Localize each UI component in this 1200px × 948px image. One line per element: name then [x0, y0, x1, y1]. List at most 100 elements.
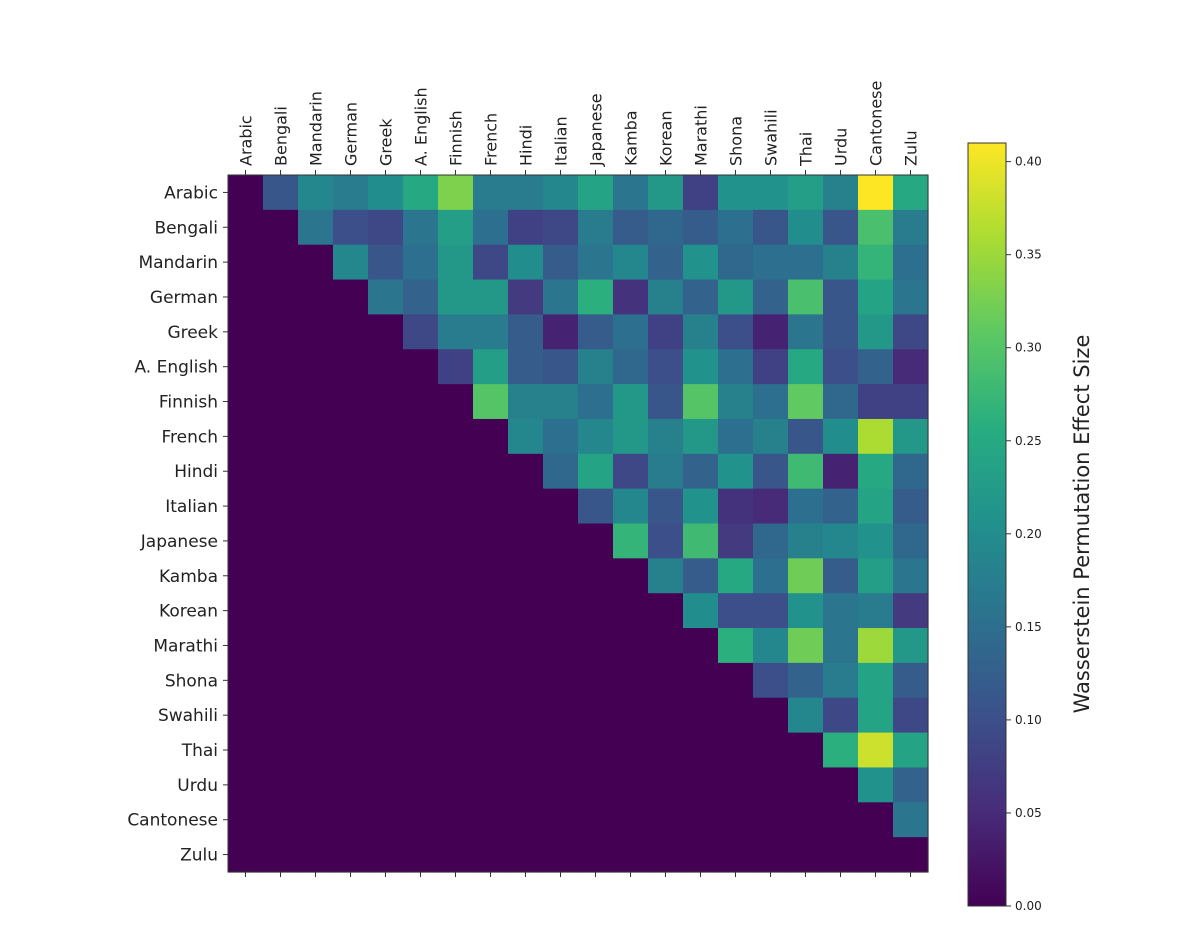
heatmap-cell	[578, 558, 614, 594]
heatmap-cell	[753, 802, 789, 838]
heatmap-cells	[228, 175, 929, 873]
heatmap-cell	[438, 593, 474, 629]
x-tick-label: Thai	[797, 132, 816, 167]
heatmap-cell	[858, 558, 894, 594]
heatmap-cell	[648, 802, 684, 838]
heatmap-cell	[543, 697, 579, 734]
heatmap-cell	[543, 279, 579, 315]
heatmap-cell	[823, 349, 859, 385]
heatmap-cell	[543, 418, 579, 455]
heatmap-cell	[333, 314, 369, 350]
heatmap-cell	[683, 384, 719, 420]
heatmap-cell	[543, 314, 579, 350]
heatmap-cell	[718, 244, 754, 281]
heatmap-cell	[228, 279, 264, 315]
x-tick-label: Korean	[657, 111, 676, 167]
colorbar-ticks: 0.00 0.05 0.10 0.15 0.20 0.25 0.30 0.35 0.40	[1006, 155, 1042, 913]
colorbar	[967, 142, 1007, 907]
heatmap-cell	[683, 697, 719, 734]
heatmap-cell	[683, 279, 719, 315]
x-tick-label: Urdu	[832, 128, 851, 166]
heatmap-cell	[893, 244, 929, 281]
colorbar-tick-label: 0.25	[1015, 434, 1042, 448]
heatmap-cell	[858, 175, 894, 211]
heatmap-cell	[613, 523, 649, 559]
heatmap-cell	[648, 244, 684, 281]
heatmap-cell	[228, 767, 264, 803]
heatmap-cell	[403, 523, 439, 559]
heatmap-cell	[403, 488, 439, 525]
heatmap-cell	[823, 558, 859, 594]
heatmap-cell	[543, 767, 579, 803]
heatmap-cell	[228, 349, 264, 385]
heatmap-cell	[228, 314, 264, 350]
heatmap-cell	[578, 418, 614, 455]
heatmap-cell	[788, 175, 824, 211]
heatmap-cell	[263, 349, 299, 385]
heatmap-cell	[473, 837, 509, 873]
y-tick-label: Marathi	[153, 637, 218, 657]
heatmap-cell	[578, 175, 614, 211]
heatmap-cell	[613, 349, 649, 385]
x-tick-label: French	[482, 113, 501, 166]
heatmap-cell	[683, 523, 719, 559]
y-tick-label: Mandarin	[138, 253, 218, 273]
x-tick-label: Shona	[727, 116, 746, 166]
heatmap-cell	[543, 244, 579, 281]
heatmap-cell	[858, 453, 894, 490]
heatmap-cell	[403, 767, 439, 803]
heatmap-cell	[788, 732, 824, 769]
heatmap-cell	[893, 662, 929, 699]
heatmap-cell	[438, 314, 474, 350]
heatmap-cell	[333, 453, 369, 490]
heatmap-cell	[823, 175, 859, 211]
heatmap-cell	[788, 279, 824, 315]
heatmap-cell	[858, 279, 894, 315]
heatmap-cell	[823, 802, 859, 838]
heatmap-cell	[648, 279, 684, 315]
heatmap-cell	[893, 349, 929, 385]
heatmap-cell	[753, 175, 789, 211]
heatmap-cell	[228, 488, 264, 525]
heatmap-cell	[823, 279, 859, 315]
colorbar-tick-label: 0.20	[1015, 527, 1042, 541]
heatmap-cell	[473, 488, 509, 525]
heatmap-cell	[613, 767, 649, 803]
heatmap-cell	[263, 314, 299, 350]
heatmap-cell	[368, 767, 404, 803]
heatmap-cell	[718, 349, 754, 385]
heatmap-cell	[438, 453, 474, 490]
y-tick-label: Zulu	[180, 846, 218, 866]
heatmap-cell	[298, 175, 334, 211]
heatmap-cell	[543, 209, 579, 246]
heatmap-cell	[333, 767, 369, 803]
y-tick-label: German	[150, 288, 218, 308]
heatmap-cell	[403, 244, 439, 281]
heatmap-cell	[508, 418, 544, 455]
heatmap-cell	[438, 802, 474, 838]
heatmap-cell	[718, 593, 754, 629]
heatmap-cell	[753, 279, 789, 315]
heatmap-cell	[298, 697, 334, 734]
heatmap-cell	[263, 384, 299, 420]
colorbar-tick-label: 0.10	[1015, 713, 1042, 727]
heatmap-cell	[683, 767, 719, 803]
heatmap-cell	[648, 732, 684, 769]
x-tick-label: Marathi	[692, 105, 711, 166]
y-tick-label: Cantonese	[127, 811, 218, 831]
heatmap-cell	[543, 802, 579, 838]
heatmap-cell	[298, 837, 334, 873]
heatmap-cell	[788, 349, 824, 385]
heatmap-cell	[438, 662, 474, 699]
heatmap-cell	[893, 802, 929, 838]
heatmap-cell	[753, 349, 789, 385]
heatmap-cell	[403, 732, 439, 769]
heatmap-cell	[823, 837, 859, 873]
heatmap-cell	[858, 384, 894, 420]
heatmap-cell	[333, 384, 369, 420]
heatmap-cell	[648, 628, 684, 664]
heatmap-cell	[893, 697, 929, 734]
heatmap-cell	[228, 523, 264, 559]
heatmap-cell	[578, 697, 614, 734]
heatmap-cell	[823, 697, 859, 734]
